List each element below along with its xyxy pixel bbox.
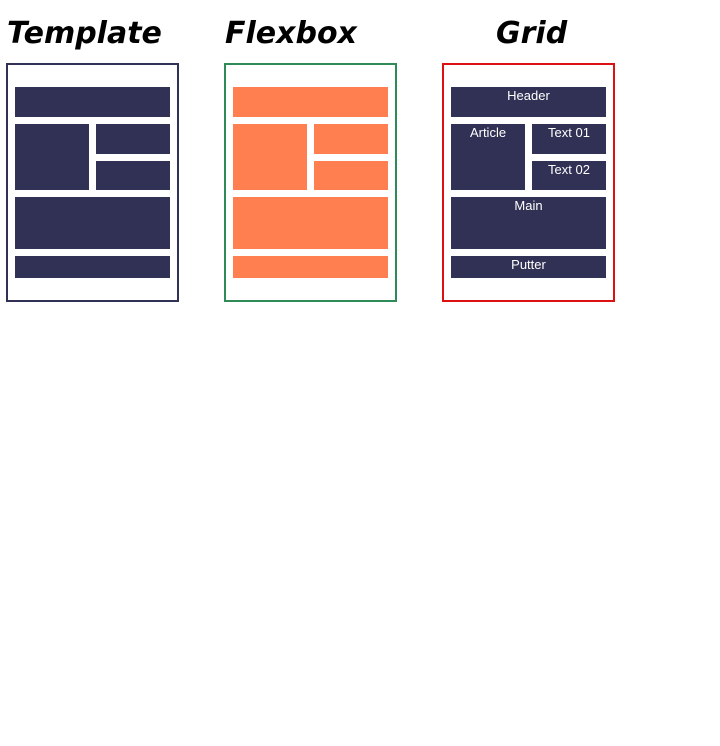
template-title: Template	[7, 16, 162, 51]
grid-main-block: Main	[451, 197, 606, 249]
grid-title: Grid	[496, 16, 568, 51]
flexbox-frame	[224, 63, 397, 302]
flexbox-article-block	[233, 124, 307, 190]
grid-text01-block: Text 01	[532, 124, 606, 154]
grid-header-block: Header	[451, 87, 606, 117]
grid-article-block: Article	[451, 124, 525, 190]
flexbox-title: Flexbox	[225, 16, 357, 51]
grid-text02-block: Text 02	[532, 161, 606, 190]
grid-frame: Header Article Text 01 Text 02 Main Putt…	[442, 63, 615, 302]
template-header-block	[15, 87, 170, 117]
flexbox-footer-block	[233, 256, 388, 278]
flexbox-main-block	[233, 197, 388, 249]
grid-footer-block: Putter	[451, 256, 606, 278]
flexbox-text02-block	[314, 161, 388, 190]
flexbox-text01-block	[314, 124, 388, 154]
template-footer-block	[15, 256, 170, 278]
template-main-block	[15, 197, 170, 249]
template-text01-block	[96, 124, 170, 154]
template-frame	[6, 63, 179, 302]
flexbox-header-block	[233, 87, 388, 117]
template-article-block	[15, 124, 89, 190]
template-text02-block	[96, 161, 170, 190]
